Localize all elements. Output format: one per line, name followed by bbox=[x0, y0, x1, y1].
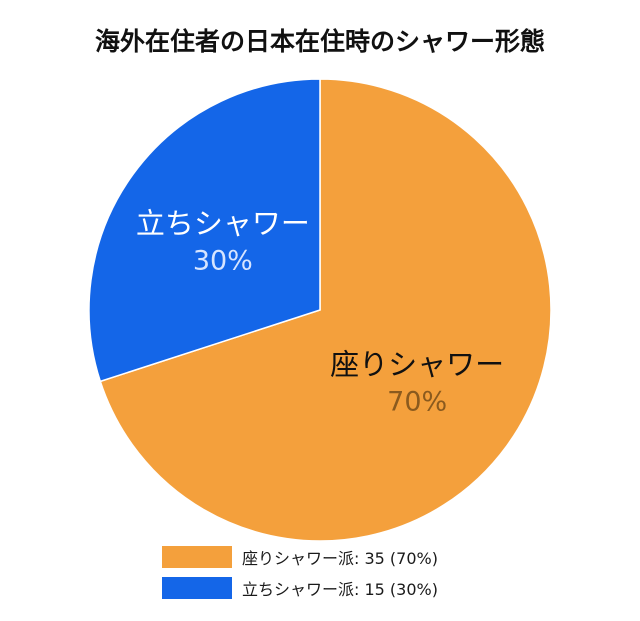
legend: 座りシャワー派: 35 (70%) 立ちシャワー派: 15 (30%) bbox=[162, 544, 438, 606]
pie-labels: 座りシャワー 70% 立ちシャワー 30% bbox=[136, 206, 504, 417]
pie-slices bbox=[88, 78, 552, 542]
legend-label-sitting: 座りシャワー派: 35 (70%) bbox=[242, 549, 438, 568]
slice-percent-standing: 30% bbox=[193, 245, 253, 276]
legend-item-sitting: 座りシャワー派: 35 (70%) bbox=[162, 544, 438, 570]
slice-label-sitting: 座りシャワー bbox=[330, 348, 504, 382]
slice-label-standing: 立ちシャワー bbox=[136, 206, 310, 240]
legend-label-standing: 立ちシャワー派: 15 (30%) bbox=[242, 580, 438, 599]
legend-swatch-sitting bbox=[162, 546, 232, 568]
chart-title: 海外在住者の日本在住時のシャワー形態 bbox=[94, 27, 545, 56]
pie-slice-standing bbox=[88, 78, 321, 383]
pie-slice-sitting bbox=[99, 78, 552, 542]
legend-item-standing: 立ちシャワー派: 15 (30%) bbox=[162, 575, 438, 601]
legend-swatch-standing bbox=[162, 577, 232, 599]
slice-percent-sitting: 70% bbox=[387, 387, 447, 418]
